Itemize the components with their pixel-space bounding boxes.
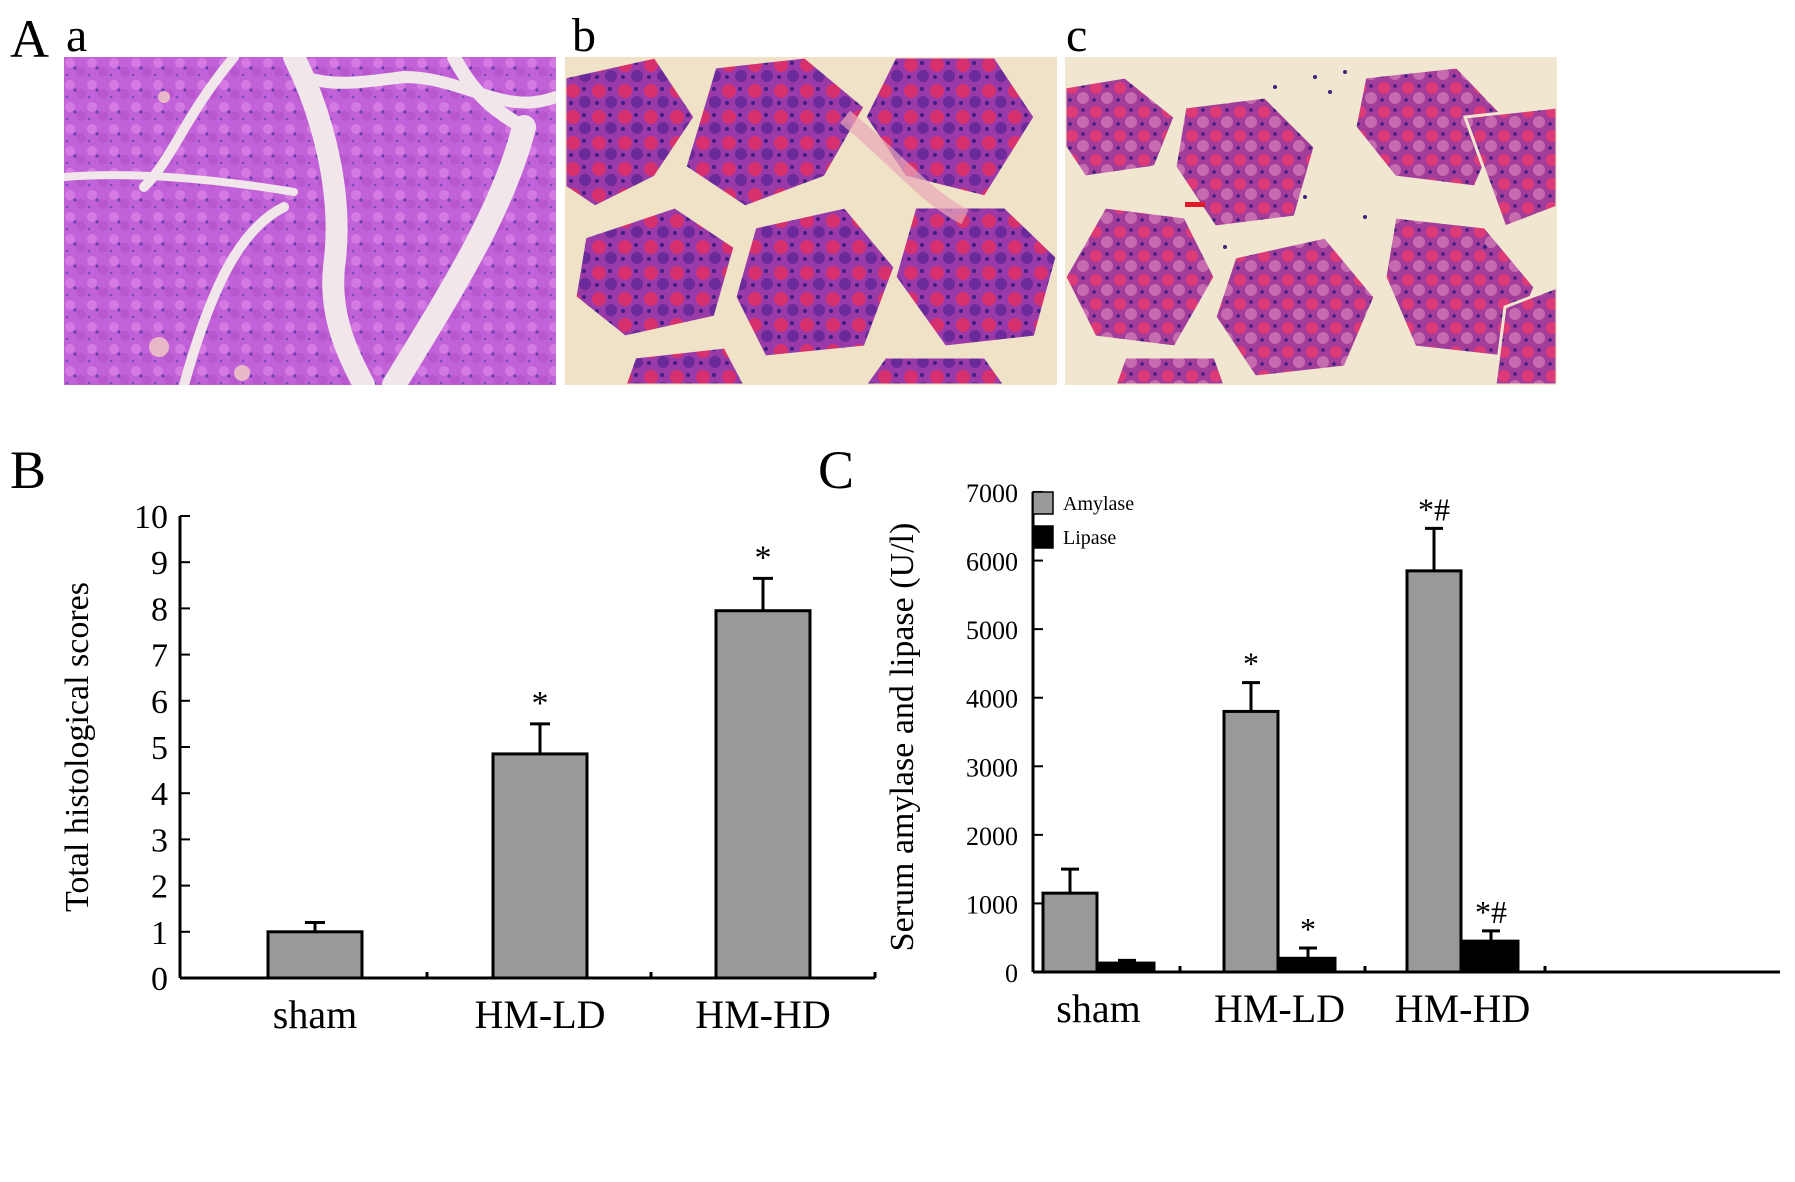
y-tick-label: 0 <box>151 961 168 998</box>
x-tick-label: HM-HD <box>695 992 831 1037</box>
bar <box>1279 956 1337 974</box>
panel-c-letter: C <box>818 440 855 500</box>
y-tick-label: 5000 <box>966 616 1018 645</box>
legend-label: Amylase <box>1063 493 1134 515</box>
y-tick-label: 0 <box>1005 959 1018 988</box>
bar <box>1462 939 1520 974</box>
legend-swatch <box>1032 491 1054 515</box>
y-tick-label: 4 <box>151 776 168 813</box>
bar <box>714 609 812 980</box>
bar <box>491 752 589 980</box>
legend-label: Lipase <box>1063 527 1116 549</box>
micrograph-b-label: b <box>572 9 596 62</box>
y-tick-label: 8 <box>151 591 168 628</box>
panel-b-letter: B <box>10 440 47 500</box>
y-tick-label: 6 <box>151 684 168 721</box>
significance-label: * <box>755 539 772 576</box>
y-tick-label: 1 <box>151 915 168 952</box>
legend-swatch <box>1032 525 1054 549</box>
bar <box>1098 961 1156 974</box>
panel-a-letter: A <box>10 9 49 69</box>
y-axis-label: Serum amylase and lipase (U/l) <box>884 523 921 952</box>
micrograph-b <box>565 57 1057 385</box>
x-tick-label: HM-HD <box>1395 986 1531 1031</box>
significance-label: * <box>1300 911 1316 947</box>
micrograph-c <box>1065 57 1557 385</box>
x-tick-label: sham <box>273 992 357 1037</box>
bar <box>1222 709 1280 974</box>
micrograph-c-label: c <box>1066 9 1088 62</box>
x-tick-label: sham <box>1056 986 1140 1031</box>
y-tick-label: 2000 <box>966 822 1018 851</box>
y-tick-label: 1000 <box>966 890 1018 919</box>
y-tick-label: 9 <box>151 545 168 582</box>
significance-label: * <box>1243 646 1259 682</box>
y-tick-label: 7 <box>151 638 168 675</box>
x-tick-label: HM-LD <box>1214 986 1345 1031</box>
y-tick-label: 2 <box>151 869 168 906</box>
y-tick-label: 3000 <box>966 753 1018 782</box>
significance-label: *# <box>1418 491 1450 527</box>
bar <box>1405 569 1463 974</box>
micrograph-a <box>64 57 556 385</box>
histology-score-chart: 0 1 2 3 4 5 6 7 8 9 10 sham * HM-LD * HM-HD Total histol… <box>59 499 877 1037</box>
significance-label: *# <box>1475 894 1507 930</box>
y-axis-label: Total histological scores <box>59 582 96 912</box>
bar <box>1041 891 1099 974</box>
y-tick-label: 5 <box>151 730 168 767</box>
y-tick-label: 4000 <box>966 685 1018 714</box>
serum-enzyme-chart: 0 1000 2000 3000 4000 5000 6000 7000 sham * * HM-LD… <box>884 479 1780 1031</box>
y-tick-label: 7000 <box>966 479 1018 508</box>
y-tick-label: 3 <box>151 822 168 859</box>
bar <box>266 930 364 980</box>
micrograph-a-label: a <box>66 9 88 62</box>
y-tick-label: 10 <box>134 499 168 536</box>
y-tick-label: 6000 <box>966 548 1018 577</box>
significance-label: * <box>532 685 549 722</box>
x-tick-label: HM-LD <box>474 992 605 1037</box>
